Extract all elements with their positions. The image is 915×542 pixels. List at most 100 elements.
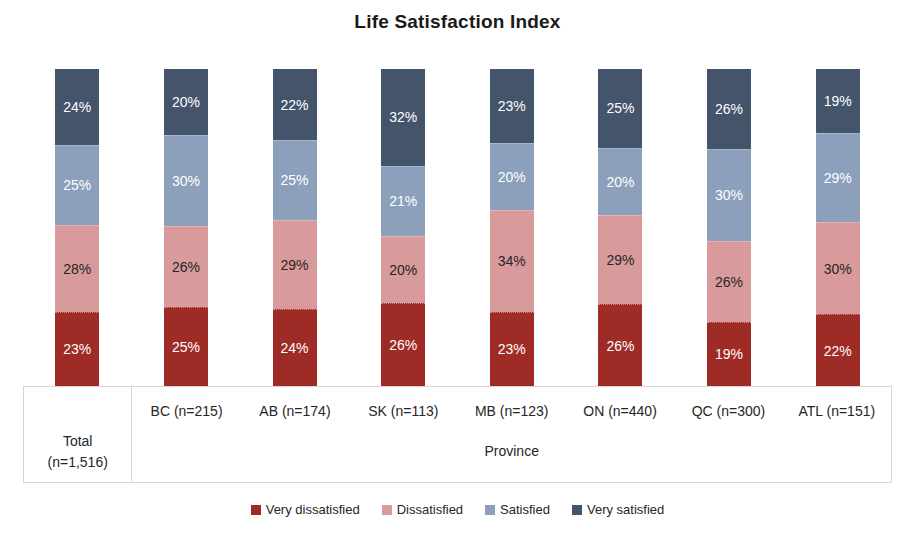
data-label: 26% <box>715 274 743 290</box>
bar-column-ab-n-174: 22% 25% 29% 24% <box>240 69 349 386</box>
data-label: 29% <box>824 170 852 186</box>
bar-segment-satisfied: 29% <box>816 133 860 223</box>
axis-province-labels-row: BC (n=215)AB (n=174)SK (n=113)MB (n=123)… <box>132 387 891 434</box>
data-label: 26% <box>389 337 417 353</box>
bar-segment-very-dissatisfied: 25% <box>164 307 208 386</box>
axis-cell-on-n-440: ON (n=440) <box>566 387 674 434</box>
bar-segment-very-satisfied: 20% <box>164 69 208 135</box>
stacked-bar-ab-n-174: 22% 25% 29% 24% <box>273 69 317 386</box>
bar-column-sk-n-113: 32% 21% 20% 26% <box>349 69 458 386</box>
bar-segment-satisfied: 30% <box>707 149 751 240</box>
bar-segment-dissatisfied: 34% <box>490 210 534 312</box>
axis-cell-mb-n-123: MB (n=123) <box>458 387 566 434</box>
stacked-bar-atl-n-151: 19% 29% 30% 22% <box>816 69 860 386</box>
legend-item-very-dissatisfied: Very dissatisfied <box>251 502 360 517</box>
legend-label: Very satisfied <box>587 502 664 517</box>
data-label: 30% <box>172 173 200 189</box>
bar-segment-dissatisfied: 30% <box>816 222 860 314</box>
data-label: 26% <box>172 259 200 275</box>
data-label: 30% <box>824 261 852 277</box>
data-label: 24% <box>63 99 91 115</box>
axis-total-label-line: (n=1,516) <box>48 452 108 473</box>
legend-swatch-icon <box>382 505 392 515</box>
axis-province-area: BC (n=215)AB (n=174)SK (n=113)MB (n=123)… <box>132 387 891 482</box>
legend-swatch-icon <box>251 505 261 515</box>
bar-segment-dissatisfied: 20% <box>381 236 425 304</box>
bar-segment-satisfied: 20% <box>490 143 534 210</box>
data-label: 20% <box>606 174 634 190</box>
data-label: 32% <box>389 109 417 125</box>
bar-segment-dissatisfied: 26% <box>707 241 751 322</box>
chart-legend: Very dissatisfied Dissatisfied Satisfied Ve… <box>0 502 915 517</box>
data-label: 23% <box>498 341 526 357</box>
bar-column-qc-n-300: 26% 30% 26% 19% <box>675 69 784 386</box>
data-label: 20% <box>498 169 526 185</box>
stacked-bar-total-n-1-516: 24% 25% 28% 23% <box>55 69 99 386</box>
data-label: 24% <box>281 340 309 356</box>
bar-segment-satisfied: 30% <box>164 135 208 226</box>
bar-segment-very-dissatisfied: 19% <box>707 322 751 386</box>
bar-segment-dissatisfied: 29% <box>273 220 317 310</box>
data-label: 21% <box>389 193 417 209</box>
bar-segment-very-satisfied: 24% <box>55 69 99 145</box>
data-label: 30% <box>715 187 743 203</box>
life-satisfaction-chart: Life Satisfaction Index 24%25%28%23%20%3… <box>0 0 915 542</box>
bar-column-total-n-1-516: 24% 25% 28% 23% <box>23 69 132 386</box>
bar-segment-very-dissatisfied: 22% <box>816 314 860 386</box>
bar-column-mb-n-123: 23% 20% 34% 23% <box>458 69 567 386</box>
stacked-bar-sk-n-113: 32% 21% 20% 26% <box>381 69 425 386</box>
bar-segment-very-satisfied: 25% <box>598 69 642 148</box>
bar-segment-very-dissatisfied: 24% <box>273 309 317 386</box>
bar-column-atl-n-151: 19% 29% 30% 22% <box>783 69 892 386</box>
data-label: 23% <box>498 98 526 114</box>
data-label: 22% <box>281 97 309 113</box>
bar-segment-satisfied: 25% <box>55 145 99 225</box>
data-label: 25% <box>172 339 200 355</box>
legend-item-satisfied: Satisfied <box>485 502 550 517</box>
data-label: 28% <box>63 261 91 277</box>
axis-cell-sk-n-113: SK (n=113) <box>349 387 457 434</box>
axis-cell-ab-n-174: AB (n=174) <box>241 387 349 434</box>
axis-group-row: Province <box>132 434 891 482</box>
data-label: 25% <box>63 177 91 193</box>
axis-total-label-line: Total <box>63 431 93 452</box>
stacked-bar-on-n-440: 25% 20% 29% 26% <box>598 69 642 386</box>
legend-item-dissatisfied: Dissatisfied <box>382 502 463 517</box>
bar-segment-very-satisfied: 23% <box>490 69 534 143</box>
data-label: 20% <box>389 262 417 278</box>
bar-column-on-n-440: 25% 20% 29% 26% <box>566 69 675 386</box>
bar-segment-very-dissatisfied: 26% <box>381 303 425 386</box>
legend-swatch-icon <box>572 505 582 515</box>
bar-segment-very-dissatisfied: 26% <box>598 304 642 386</box>
data-label: 26% <box>715 101 743 117</box>
data-label: 26% <box>606 338 634 354</box>
legend-label: Dissatisfied <box>397 502 463 517</box>
bar-segment-dissatisfied: 28% <box>55 225 99 312</box>
bar-segment-satisfied: 20% <box>598 148 642 215</box>
axis-cell-qc-n-300: QC (n=300) <box>674 387 782 434</box>
legend-item-very-satisfied: Very satisfied <box>572 502 664 517</box>
bar-segment-very-satisfied: 32% <box>381 69 425 166</box>
legend-label: Satisfied <box>500 502 550 517</box>
bar-segment-dissatisfied: 26% <box>164 226 208 307</box>
data-label: 29% <box>606 252 634 268</box>
category-axis-table: Total(n=1,516) BC (n=215)AB (n=174)SK (n… <box>23 386 892 483</box>
bar-column-bc-n-215: 20% 30% 26% 25% <box>132 69 241 386</box>
axis-cell-bc-n-215: BC (n=215) <box>132 387 240 434</box>
bar-segment-satisfied: 25% <box>273 140 317 220</box>
data-label: 34% <box>498 253 526 269</box>
stacked-bar-mb-n-123: 23% 20% 34% 23% <box>490 69 534 386</box>
stacked-bar-qc-n-300: 26% 30% 26% 19% <box>707 69 751 386</box>
bar-segment-very-satisfied: 26% <box>707 69 751 149</box>
axis-cell-total: Total(n=1,516) <box>24 387 132 482</box>
data-label: 25% <box>281 172 309 188</box>
legend-label: Very dissatisfied <box>266 502 360 517</box>
data-label: 19% <box>824 93 852 109</box>
bar-segment-dissatisfied: 29% <box>598 215 642 305</box>
bar-segment-very-satisfied: 22% <box>273 69 317 140</box>
data-label: 19% <box>715 346 743 362</box>
data-label: 25% <box>606 100 634 116</box>
data-label: 23% <box>63 341 91 357</box>
bar-segment-very-satisfied: 19% <box>816 69 860 133</box>
bar-segment-satisfied: 21% <box>381 166 425 236</box>
